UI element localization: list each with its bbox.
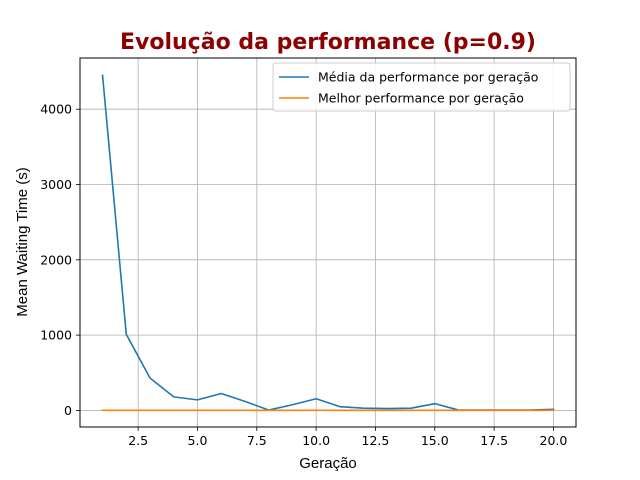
y-axis-ticks: 0 1000 2000 3000 4000 [40,102,80,418]
x-tick-label: 2.5 [128,433,148,448]
x-tick-label: 12.5 [362,433,390,448]
plot-area-frame [79,57,577,428]
y-tick-label: 4000 [40,102,72,117]
series-layer [101,74,555,412]
x-tick-label: 7.5 [247,433,267,448]
legend-label-melhor: Melhor performance por geração [318,91,524,106]
y-tick-label: 0 [64,403,72,418]
x-tick-label: 5.0 [188,433,208,448]
x-tick-label: 20.0 [540,433,568,448]
chart-title: Evolução da performance (p=0.9) [120,30,536,55]
y-tick-label: 2000 [40,252,72,267]
y-tick-label: 3000 [40,177,72,192]
y-tick-label: 1000 [40,328,72,343]
y-axis-label: Mean Waiting Time (s) [14,167,31,316]
legend-box [272,62,571,112]
legend-label-media: Média da performance por geração [318,70,538,85]
x-tick-label: 15.0 [421,433,449,448]
x-tick-label: 10.0 [302,433,330,448]
x-axis-label: Geração [299,455,357,472]
x-axis-ticks: 2.5 5.0 7.5 10.0 12.5 15.0 17.5 20.0 [128,427,567,448]
legend: Média da performance por geração Melhor … [272,62,571,112]
x-tick-label: 17.5 [480,433,508,448]
